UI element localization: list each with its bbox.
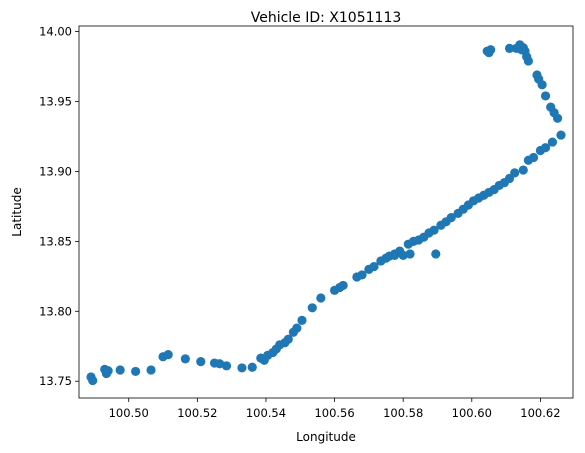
data-point	[338, 280, 348, 291]
y-axis-ticks: 13.75 13.80 13.85 13.90 13.95 14.00	[39, 25, 79, 388]
data-point	[221, 361, 232, 371]
x-tick-label: 100.58	[383, 406, 423, 420]
data-point	[88, 375, 98, 386]
data-point	[307, 303, 317, 313]
data-points	[86, 40, 566, 386]
data-point	[546, 102, 556, 112]
data-point	[446, 212, 456, 223]
x-tick-label: 100.56	[314, 406, 354, 420]
y-tick-label: 13.95	[39, 95, 72, 109]
data-point	[540, 143, 551, 153]
data-point	[405, 249, 415, 259]
data-point	[547, 137, 558, 147]
y-tick-label: 13.90	[39, 164, 72, 178]
x-axis-label: Longitude	[296, 430, 356, 444]
chart-title: Vehicle ID: X1051113	[251, 10, 402, 26]
data-point	[482, 46, 492, 56]
data-point	[511, 43, 521, 53]
x-tick-label: 100.54	[246, 406, 286, 420]
x-axis-ticks: 100.50 100.52 100.54 100.56 100.58 100.60 100.…	[109, 398, 561, 420]
x-tick-label: 100.60	[452, 406, 492, 420]
data-point	[146, 365, 156, 375]
data-point	[528, 152, 539, 163]
data-point	[504, 43, 515, 53]
data-point	[131, 366, 141, 377]
data-point	[540, 91, 551, 101]
data-point	[429, 225, 439, 235]
data-point	[297, 315, 307, 325]
data-point	[431, 249, 441, 259]
data-point	[532, 70, 542, 80]
data-point	[369, 261, 379, 272]
data-point	[115, 365, 125, 375]
data-point	[103, 366, 113, 376]
data-point	[390, 250, 400, 260]
data-point	[283, 334, 293, 344]
plot-area-frame	[78, 25, 574, 399]
data-point	[556, 130, 566, 140]
data-point	[510, 168, 520, 178]
data-point	[163, 350, 173, 360]
data-point	[398, 250, 408, 260]
y-tick-label: 13.85	[39, 234, 72, 248]
y-axis-label: Latitude	[10, 187, 24, 236]
y-tick-label: 13.80	[39, 304, 72, 318]
data-point	[518, 165, 528, 175]
x-tick-label: 100.62	[520, 406, 560, 420]
y-tick-label: 14.00	[39, 25, 72, 39]
x-tick-label: 100.52	[177, 406, 217, 420]
data-point	[247, 362, 257, 372]
data-point	[196, 357, 206, 367]
data-point	[292, 323, 302, 333]
data-point	[237, 363, 247, 373]
y-tick-label: 13.75	[39, 374, 72, 388]
data-point	[357, 270, 367, 280]
data-point	[316, 293, 326, 303]
x-tick-label: 100.50	[109, 406, 149, 420]
data-point	[180, 354, 190, 364]
